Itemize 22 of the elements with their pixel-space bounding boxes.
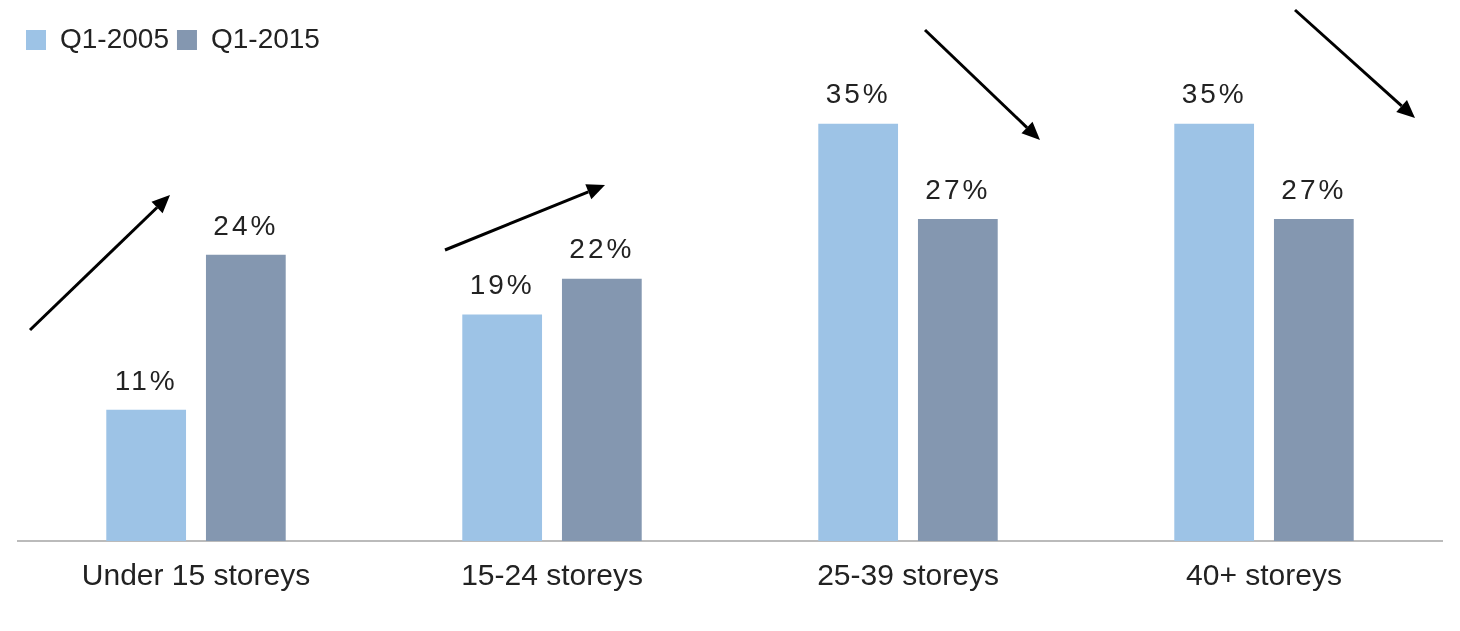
bar [917, 219, 998, 541]
bar [1273, 219, 1354, 541]
legend-label: Q1-2005 [60, 22, 169, 54]
data-label: 35% [1181, 78, 1247, 110]
legend-label: Q1-2015 [210, 22, 320, 54]
bar [462, 314, 543, 541]
bar [561, 278, 642, 541]
data-label: 27% [925, 173, 991, 205]
x-tick-label: Under 15 storeys [81, 558, 311, 592]
x-tick-label: 40+ storeys [1186, 558, 1342, 592]
bar [818, 123, 899, 541]
data-label: 22% [569, 233, 635, 265]
data-label: 24% [213, 209, 279, 241]
x-tick-label: 25-39 storeys [817, 558, 999, 592]
data-label: 11% [114, 364, 178, 396]
bar [1174, 123, 1255, 541]
data-label: 35% [825, 78, 891, 110]
bar [106, 409, 187, 541]
data-label: 19% [469, 269, 535, 301]
bar [205, 254, 286, 541]
x-tick-label: 15-24 storeys [461, 558, 643, 592]
data-label: 27% [1281, 173, 1347, 205]
